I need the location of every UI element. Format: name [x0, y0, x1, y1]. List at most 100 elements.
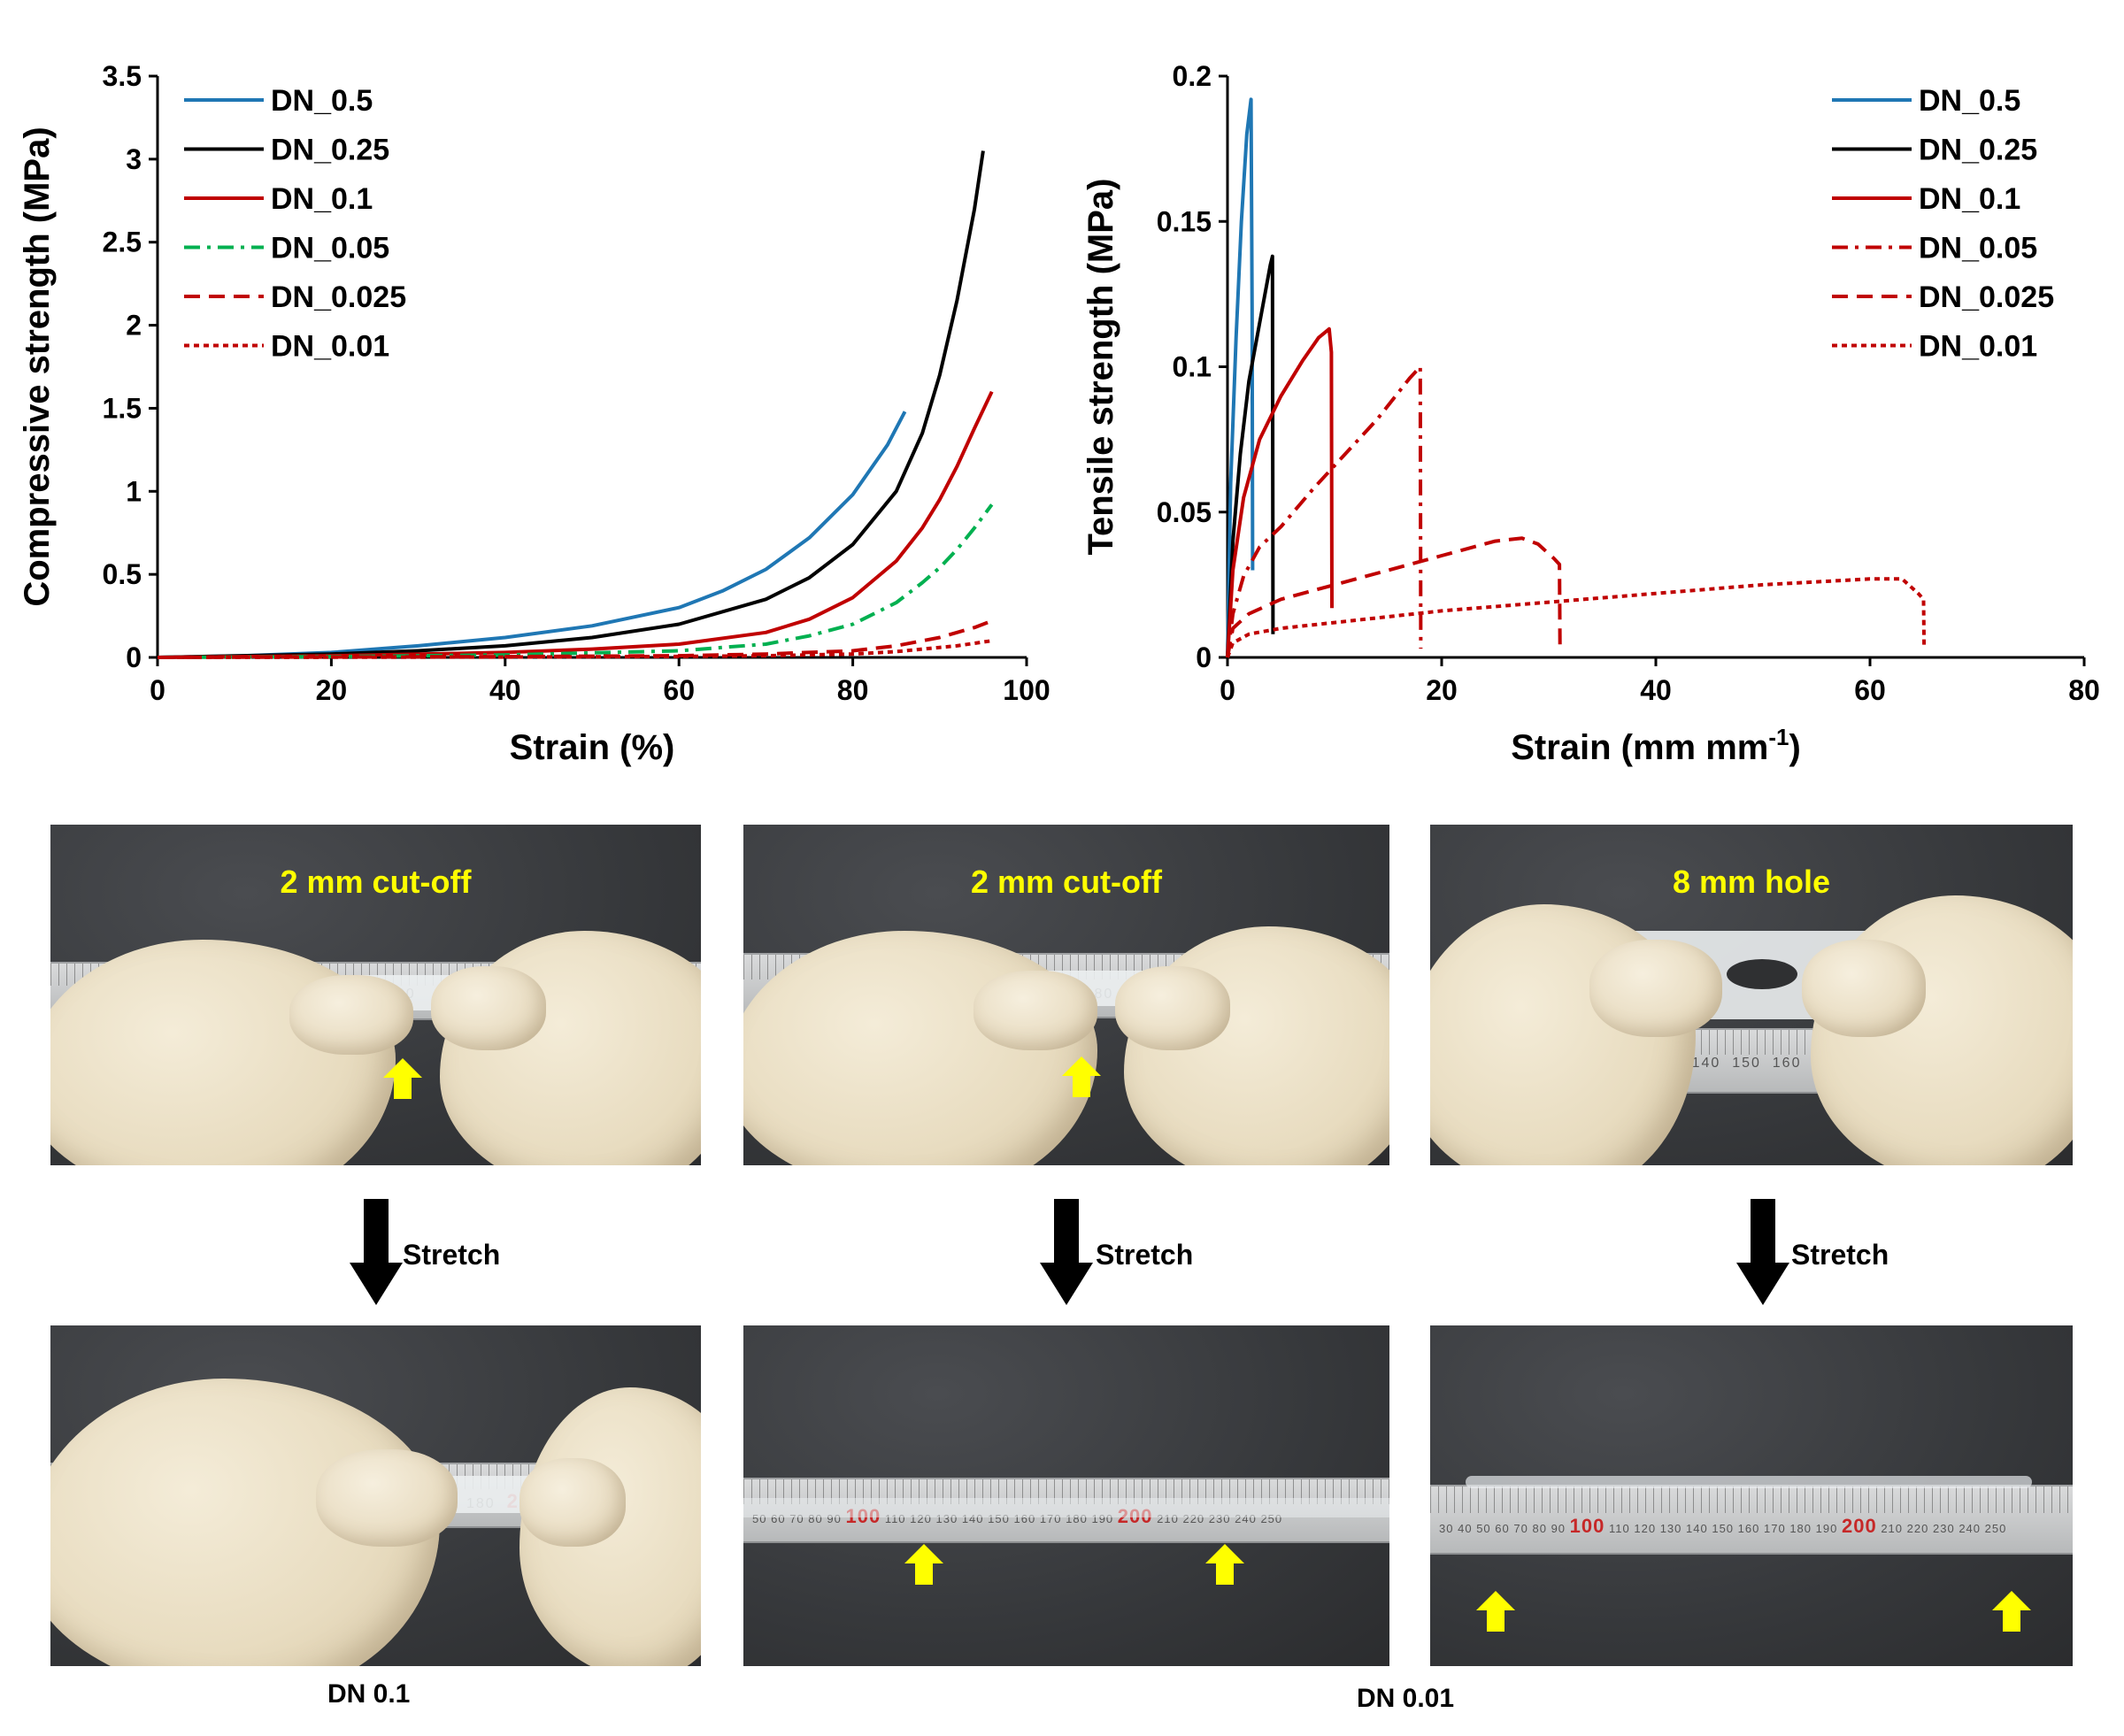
- series-line-DN_0.025: [1226, 536, 1562, 658]
- yellow-arrow-icon: [904, 1544, 943, 1585]
- yellow-arrow-icon: [1476, 1591, 1515, 1632]
- ruler-mark: 150: [1712, 1521, 1735, 1535]
- series-line-DN_0.01: [1226, 577, 1927, 658]
- x-tick-label: 20: [316, 674, 348, 706]
- y-tick-label: 1: [126, 475, 142, 507]
- x-tick-label: 60: [1854, 674, 1886, 706]
- stretch-arrow-icon: [350, 1199, 403, 1305]
- ruler-mark: 140: [1686, 1521, 1708, 1535]
- ruler-mark: 250: [1984, 1521, 2007, 1535]
- legend-label: DN_0.1: [271, 182, 373, 216]
- y-tick-label: 0: [126, 641, 142, 673]
- y-tick-label: 0.05: [1157, 496, 1212, 528]
- photo-label: 2 mm cut-off: [971, 864, 1162, 900]
- y-axis-label: Compressive strength (MPa): [18, 127, 57, 606]
- series-line-DN_0.1: [157, 390, 994, 659]
- ruler-mark: 160: [1772, 1056, 1802, 1072]
- yellow-arrow-icon: [1992, 1591, 2031, 1632]
- tensile-strength-chart: 0 20 40 60 80 0 0.05 0.1 0.15 0.2 Strain (mm mm-1)…: [1081, 60, 2100, 767]
- ruler-mark: 100: [1569, 1514, 1605, 1537]
- photo-dn001-cutoff-before: 170 180 190 200 2 mm cut-off: [743, 825, 1389, 1165]
- y-tick-label: 1.5: [103, 392, 142, 424]
- legend-label: DN_0.01: [1919, 330, 2037, 364]
- series-line-DN_0.025: [157, 618, 993, 659]
- caption-dn001: DN 0.01: [1357, 1684, 1455, 1713]
- photo-dn001-hole-after: 30 40 50 60 70 80 90 100 110 120 130 140…: [1430, 1325, 2073, 1666]
- stretch-arrow-icon: [1040, 1199, 1093, 1305]
- y-tick-label: 0.5: [103, 558, 142, 590]
- photo-label: 8 mm hole: [1672, 864, 1831, 900]
- stretch-label: Stretch: [1791, 1239, 1889, 1271]
- stretch-arrow-icon: [1736, 1199, 1789, 1305]
- x-tick-label: 0: [1220, 674, 1235, 706]
- series-line-DN_0.25: [157, 150, 985, 659]
- y-tick-label: 2.5: [103, 227, 142, 258]
- ruler-mark: 230: [1932, 1521, 1955, 1535]
- ruler-mark: 50: [1476, 1521, 1491, 1535]
- series-line-DN_0.5: [157, 411, 907, 659]
- ruler-mark: 240: [1959, 1521, 1982, 1535]
- legend-label: DN_0.05: [1919, 232, 2037, 265]
- stretch-label: Stretch: [403, 1239, 501, 1271]
- legend-label: DN_0.25: [1919, 134, 2037, 167]
- y-tick-label: 0.1: [1173, 351, 1212, 383]
- y-tick-label: 0: [1196, 641, 1212, 673]
- y-tick-label: 2: [126, 310, 142, 342]
- series-line-DN_0.1: [1226, 326, 1334, 658]
- ruler-mark: 30: [1439, 1521, 1454, 1535]
- legend-label: DN_0.025: [1919, 280, 2054, 314]
- ruler-mark: 200: [1841, 1514, 1877, 1537]
- ruler-mark: 210: [1881, 1521, 1904, 1535]
- x-tick-label: 20: [1426, 674, 1458, 706]
- photo-dn001-hole-before: 130 140 150 160 170 8 mm hole: [1430, 825, 2073, 1165]
- legend-label: DN_0.025: [271, 280, 406, 314]
- compressive-strength-chart: 0 20 40 60 80 100 0 0.5 1 1.5 2 2.5 3 3.5 Strain (%) Co…: [18, 60, 1050, 767]
- ruler-mark: 190: [1815, 1521, 1838, 1535]
- x-tick-label: 80: [837, 674, 869, 706]
- ruler-mark: 90: [1551, 1521, 1566, 1535]
- ruler-mark: 130: [1659, 1521, 1682, 1535]
- legend-label: DN_0.05: [271, 232, 389, 265]
- legend-label: DN_0.25: [271, 134, 389, 167]
- x-axis-label-end: ): [1789, 728, 1800, 767]
- ruler-mark: 220: [1906, 1521, 1929, 1535]
- ruler-mark: 70: [1513, 1521, 1528, 1535]
- yellow-arrow-icon: [1062, 1056, 1101, 1097]
- photo-dn01-after: 180 200: [50, 1325, 701, 1666]
- y-tick-label: 3.5: [103, 60, 142, 92]
- ruler-mark: 160: [1737, 1521, 1760, 1535]
- x-axis-label-superscript: -1: [1768, 724, 1789, 750]
- stretch-label: Stretch: [1096, 1239, 1194, 1271]
- legend-label: DN_0.01: [271, 330, 389, 364]
- ruler-mark: 40: [1458, 1521, 1473, 1535]
- ruler-mark: 80: [1532, 1521, 1547, 1535]
- legend-label: DN_0.5: [1919, 84, 2020, 118]
- ruler-mark: 140: [1691, 1056, 1721, 1072]
- x-tick-label: 60: [663, 674, 695, 706]
- ruler-mark: 120: [1634, 1521, 1657, 1535]
- x-tick-label: 0: [150, 674, 165, 706]
- ruler-mark: 180: [1789, 1521, 1812, 1535]
- y-axis-label: Tensile strength (MPa): [1081, 179, 1120, 556]
- x-tick-label: 40: [1640, 674, 1672, 706]
- x-axis-label: Strain (%): [510, 728, 675, 767]
- y-tick-label: 3: [126, 143, 142, 175]
- y-tick-label: 0.2: [1173, 60, 1212, 92]
- yellow-arrow-icon: [383, 1058, 422, 1099]
- photo-dn001-cutoff-after: 50 60 70 80 90 100 110 120 130 140 150 1…: [743, 1325, 1389, 1666]
- legend-label: DN_0.5: [271, 84, 373, 118]
- series-line-DN_0.5: [1226, 97, 1255, 658]
- legend-label: DN_0.1: [1919, 182, 2020, 216]
- ruler-mark: 150: [1732, 1056, 1761, 1072]
- series-line-DN_0.05: [1226, 365, 1423, 658]
- photo-dn01-before: 180 2 mm cut-off: [50, 825, 701, 1165]
- y-tick-label: 0.15: [1157, 205, 1212, 237]
- series-line-DN_0.25: [1226, 254, 1275, 658]
- ruler-mark: 170: [1764, 1521, 1786, 1535]
- yellow-arrow-icon: [1205, 1544, 1244, 1585]
- x-axis-label: Strain (mm mm-1): [1511, 724, 1801, 767]
- caption-dn01: DN 0.1: [327, 1679, 411, 1709]
- x-tick-label: 40: [489, 674, 521, 706]
- ruler-mark: 60: [1495, 1521, 1510, 1535]
- x-tick-label: 100: [1003, 674, 1050, 706]
